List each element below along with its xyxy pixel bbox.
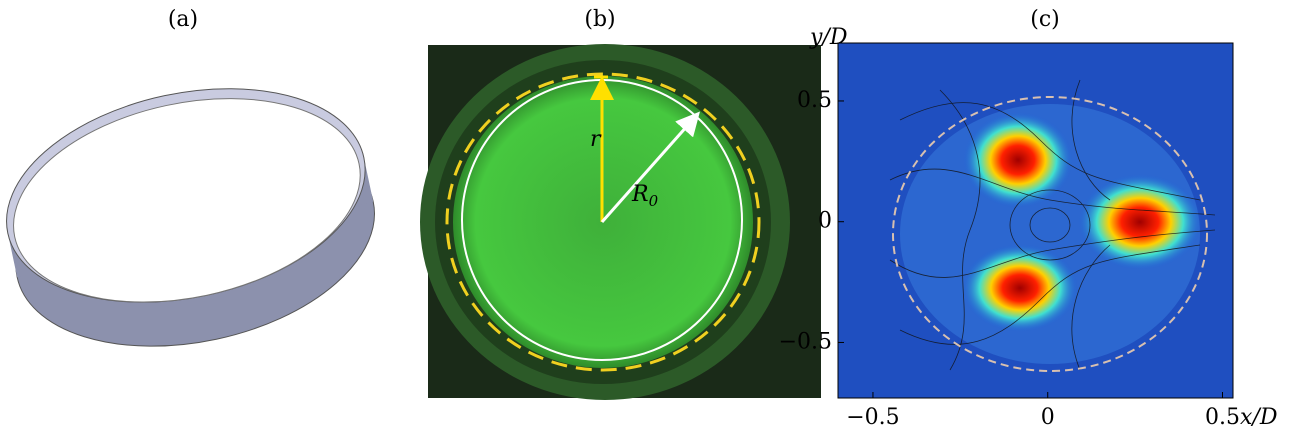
y-tick-label: 0.5 xyxy=(797,88,832,113)
y-tick-label: 0 xyxy=(818,209,832,234)
panel-label: (b) xyxy=(584,7,615,32)
annotation-subscript: 0 xyxy=(649,192,659,210)
x-tick-label: 0 xyxy=(1041,405,1055,430)
y-axis-label: y/D xyxy=(809,25,848,50)
x-axis-label: x/D xyxy=(1240,405,1278,430)
ring-drawing xyxy=(6,88,375,347)
panel-label: (c) xyxy=(1030,7,1060,32)
panel-label: (a) xyxy=(168,7,198,32)
photo xyxy=(420,44,821,400)
plot-frame xyxy=(837,42,1234,399)
x-tick-label: 0.5 xyxy=(1205,405,1240,430)
annotation: r xyxy=(590,127,602,152)
field-map xyxy=(838,43,1233,398)
x-tick-label: −0.5 xyxy=(846,405,899,430)
annotation: R xyxy=(631,182,649,207)
y-tick-label: −0.5 xyxy=(779,329,832,354)
annotation: R0 xyxy=(631,182,659,210)
